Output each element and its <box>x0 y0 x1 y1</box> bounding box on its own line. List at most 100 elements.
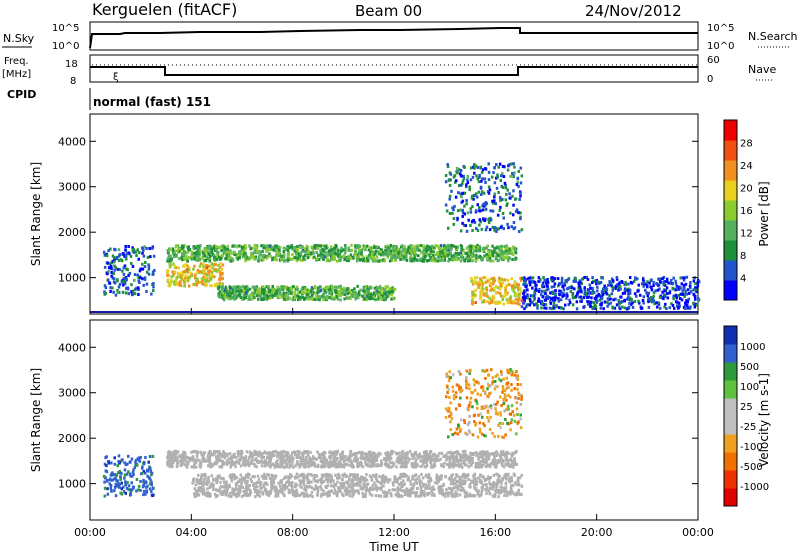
velocity-cell <box>226 458 230 462</box>
power-cell <box>602 307 605 311</box>
power-cell <box>253 251 256 255</box>
power-cell <box>499 294 503 298</box>
power-cell <box>468 185 471 189</box>
power-cell <box>261 250 264 254</box>
power-cell <box>461 215 464 219</box>
velocity-cell <box>454 455 458 459</box>
power-cell <box>176 244 180 248</box>
power-cell <box>203 270 207 274</box>
power-cell <box>550 285 554 289</box>
velocity-cell <box>167 459 170 463</box>
power-cell <box>141 251 144 255</box>
velocity-cell <box>302 459 305 463</box>
velocity-cell <box>201 459 205 463</box>
power-cell <box>180 252 184 256</box>
power-cell <box>178 280 182 284</box>
power-cell <box>403 252 407 256</box>
velocity-cell <box>265 456 269 460</box>
velocity-cell <box>291 460 294 464</box>
power-cell <box>169 281 173 285</box>
power-cell <box>129 254 133 258</box>
power-cell <box>381 291 385 295</box>
power-cell <box>325 296 329 300</box>
velocity-cell <box>509 457 513 461</box>
power-cell <box>592 305 595 309</box>
power-cell <box>224 247 227 251</box>
velocity-cell <box>511 460 514 464</box>
velocity-cell <box>233 461 236 465</box>
power-cell <box>116 289 119 293</box>
velocity-cell <box>284 454 287 458</box>
power-cell <box>152 254 156 258</box>
power-cell <box>439 244 443 248</box>
velocity-cell <box>381 490 385 494</box>
power-cell <box>376 289 379 293</box>
velocity-cell <box>451 464 454 468</box>
velocity-cell <box>404 458 407 462</box>
power-cell <box>377 289 381 293</box>
power-cell <box>493 226 496 230</box>
power-cell <box>202 282 205 286</box>
velocity-cell <box>359 451 362 455</box>
power-cell <box>475 255 479 259</box>
power-cell <box>508 196 511 200</box>
velocity-cell <box>455 494 459 498</box>
power-cell <box>506 222 509 226</box>
power-cell <box>208 269 211 273</box>
power-cell <box>478 206 481 210</box>
power-cell <box>535 302 538 306</box>
power-cell <box>499 225 503 229</box>
power-cell <box>292 295 296 299</box>
power-cell <box>131 293 134 297</box>
power-cell <box>577 287 581 291</box>
power-cell <box>465 202 468 206</box>
velocity-cell <box>330 484 333 488</box>
velocity-cell <box>192 479 195 483</box>
velocity-cell <box>237 451 241 455</box>
power-cell <box>392 256 396 260</box>
velocity-cell <box>180 455 183 459</box>
velocity-cell <box>388 465 391 469</box>
power-cell <box>406 251 409 255</box>
velocity-cell <box>208 456 212 460</box>
power-cell <box>579 295 583 299</box>
power-cell <box>531 286 534 290</box>
power-cell <box>197 271 201 275</box>
power-cell <box>661 277 664 281</box>
power-cell <box>202 272 206 276</box>
power-cell <box>263 289 266 293</box>
velocity-cell <box>448 450 452 454</box>
power-cell <box>452 258 455 262</box>
power-cell <box>341 248 345 252</box>
power-cell <box>506 301 509 305</box>
power-cell <box>588 283 592 287</box>
power-cell <box>481 204 484 208</box>
velocity-cell <box>431 465 435 469</box>
power-cell <box>138 281 141 285</box>
velocity-cell <box>327 465 331 469</box>
power-cell <box>103 265 107 269</box>
power-cell <box>478 283 481 287</box>
velocity-cell <box>459 454 462 458</box>
power-cell <box>593 279 597 283</box>
power-cell <box>486 279 490 283</box>
power-cell <box>106 261 110 265</box>
velocity-cell <box>170 453 174 457</box>
velocity-cell <box>407 475 410 479</box>
power-cell <box>462 223 466 227</box>
power-cell <box>526 288 529 292</box>
power-cell <box>583 290 587 294</box>
power-cell <box>359 258 363 262</box>
power-cell <box>133 278 136 282</box>
power-cell <box>494 291 498 295</box>
power-cell <box>235 245 239 249</box>
power-cell <box>471 165 475 169</box>
power-cell <box>137 279 140 283</box>
power-cell <box>528 283 532 287</box>
velocity-cell <box>459 488 463 492</box>
power-cell <box>279 257 283 261</box>
power-cell <box>286 246 289 250</box>
power-cell <box>553 277 557 281</box>
colorbar-segment <box>724 160 737 181</box>
power-cell <box>322 255 325 259</box>
